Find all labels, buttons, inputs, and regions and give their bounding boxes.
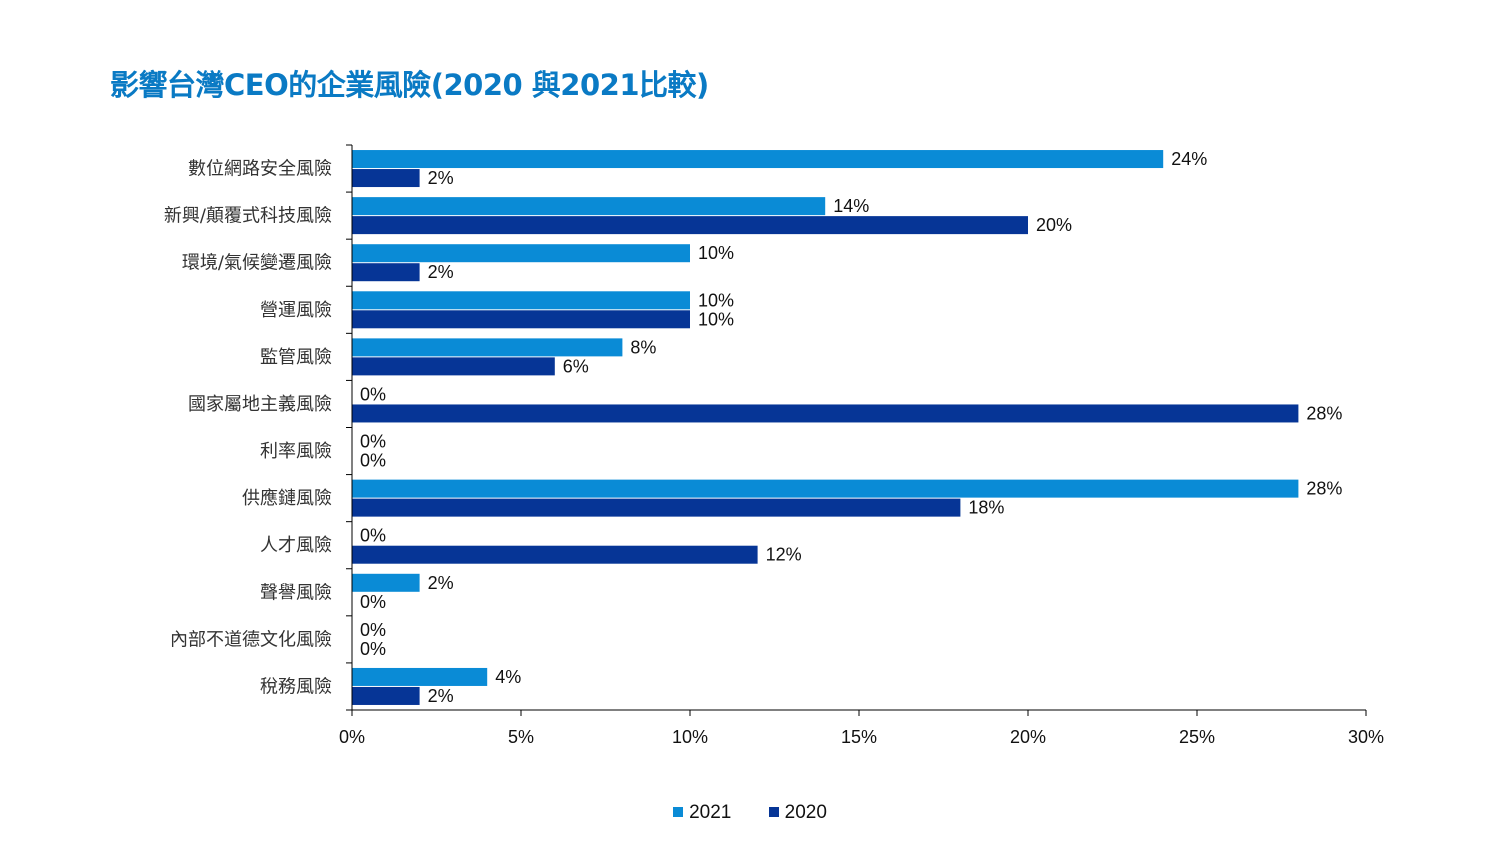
data-label-2021: 10% [698, 290, 734, 310]
legend-item-2021: 2021 [673, 802, 731, 824]
data-label-2021: 28% [1306, 479, 1342, 499]
legend-label-2020: 2020 [784, 802, 827, 823]
data-label-2021: 10% [698, 243, 734, 263]
bar-2020 [352, 686, 420, 705]
bar-2020 [352, 357, 555, 376]
data-label-2020: 28% [1306, 403, 1342, 423]
bar-2021 [352, 291, 690, 310]
data-label-2020: 12% [766, 545, 802, 565]
x-tick-label: 10% [672, 727, 708, 747]
data-label-2021: 24% [1171, 149, 1207, 169]
data-label-2020: 2% [428, 262, 454, 282]
data-label-2020: 0% [360, 451, 386, 471]
bar-2020 [352, 263, 420, 282]
category-label: 聲譽風險 [260, 582, 332, 603]
bar-2020 [352, 216, 1028, 235]
data-label-2020: 6% [563, 356, 589, 376]
data-label-2020: 18% [968, 498, 1004, 518]
data-label-2020: 0% [360, 592, 386, 612]
x-tick-label: 20% [1010, 727, 1046, 747]
bar-2020 [352, 498, 961, 517]
data-label-2021: 8% [630, 337, 656, 357]
data-label-2020: 2% [428, 686, 454, 706]
category-label: 人才風險 [260, 535, 332, 556]
category-label: 內部不道德文化風險 [170, 629, 332, 650]
data-label-2020: 20% [1036, 215, 1072, 235]
category-label: 營運風險 [260, 300, 332, 321]
bar-2021 [352, 573, 420, 592]
labels-layer: 數位網路安全風險 24% 2% 新興/顛覆式科技風險 14% 20% 環境/氣候變遷風險 10… [164, 149, 1384, 747]
x-tick-label: 0% [339, 727, 365, 747]
legend-swatch-2021 [673, 807, 684, 817]
category-label: 新興/顛覆式科技風險 [164, 206, 332, 227]
category-label: 監管風險 [260, 347, 332, 368]
legend-swatch-2020 [768, 807, 779, 817]
data-label-2021: 2% [428, 573, 454, 593]
x-tick-label: 25% [1179, 727, 1215, 747]
category-label: 環境/氣候變遷風險 [182, 253, 332, 274]
data-label-2021: 0% [360, 432, 386, 452]
data-label-2020: 0% [360, 639, 386, 659]
category-label: 國家屬地主義風險 [188, 394, 332, 415]
category-label: 供應鏈風險 [242, 487, 332, 509]
data-label-2020: 10% [698, 309, 734, 329]
bar-2020 [352, 310, 690, 329]
bar-2021 [352, 338, 623, 357]
bar-2020 [352, 545, 758, 564]
bar-2021 [352, 197, 826, 216]
category-label: 稅務風險 [260, 676, 332, 697]
bar-2021 [352, 150, 1164, 169]
legend: 2021 2020 [0, 802, 1500, 824]
data-label-2021: 0% [360, 526, 386, 546]
x-tick-label: 15% [841, 727, 877, 747]
category-label: 利率風險 [260, 441, 332, 462]
x-tick-label: 30% [1348, 727, 1384, 747]
bar-2021 [352, 479, 1299, 498]
bar-2020 [352, 404, 1299, 423]
data-label-2021: 14% [833, 196, 869, 216]
bar-2020 [352, 169, 420, 188]
data-label-2021: 0% [360, 620, 386, 640]
bar-2021 [352, 244, 690, 263]
x-tick-label: 5% [508, 727, 534, 747]
data-label-2020: 2% [428, 168, 454, 188]
chart-title: 影響台灣CEO的企業風險(2020 與2021比較) [110, 68, 709, 102]
axes-layer [346, 144, 1367, 716]
data-label-2021: 0% [360, 384, 386, 404]
bars-layer [352, 150, 1299, 705]
bar-2021 [352, 667, 488, 686]
data-label-2021: 4% [495, 667, 521, 687]
category-label: 數位網路安全風險 [188, 159, 332, 180]
legend-item-2020: 2020 [768, 802, 827, 824]
legend-label-2021: 2021 [689, 802, 732, 823]
